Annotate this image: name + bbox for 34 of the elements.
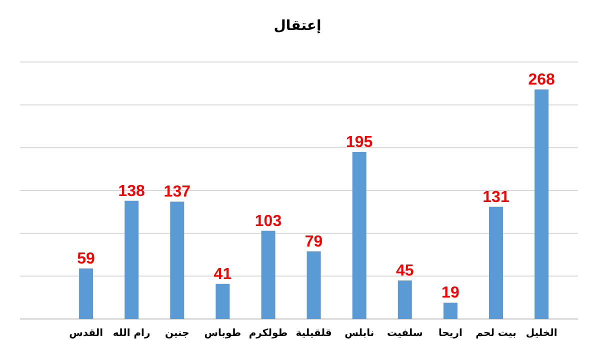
data-label: 131 xyxy=(482,188,510,206)
bar xyxy=(443,302,458,319)
bar xyxy=(170,202,184,319)
bar xyxy=(306,251,321,319)
data-label: 45 xyxy=(396,262,414,280)
x-tick-label: طولكرم xyxy=(248,328,288,339)
x-tick-label: القدس xyxy=(69,328,104,339)
bar xyxy=(352,152,366,319)
x-tick-label: سلفيت xyxy=(387,328,423,339)
data-label: 19 xyxy=(442,284,460,302)
x-tick-label: نابلس xyxy=(344,328,374,339)
bar xyxy=(124,200,139,319)
data-label: 138 xyxy=(118,182,146,200)
data-label: 195 xyxy=(346,134,373,151)
data-label: 103 xyxy=(254,212,282,230)
bar xyxy=(489,206,504,319)
bar xyxy=(534,89,549,319)
x-tick-label: جنين xyxy=(164,328,190,339)
x-tick-label: طوباس xyxy=(204,328,242,339)
bar xyxy=(79,268,94,319)
x-tick-label: اريحا xyxy=(438,328,462,339)
chart-title: إعتقال xyxy=(274,18,322,34)
data-label: 59 xyxy=(77,250,96,268)
x-tick-label: قلقيلية xyxy=(296,328,332,339)
x-tick-label: بيت لحم xyxy=(476,328,516,339)
data-label: 41 xyxy=(214,266,232,283)
data-label: 79 xyxy=(304,233,323,250)
data-label: 137 xyxy=(164,184,191,201)
data-label: 268 xyxy=(528,71,556,88)
x-tick-label: الخليل xyxy=(526,328,558,339)
bar xyxy=(398,280,412,319)
x-tick-label: رام الله xyxy=(112,328,151,339)
bar xyxy=(261,230,276,319)
bar xyxy=(216,284,230,319)
